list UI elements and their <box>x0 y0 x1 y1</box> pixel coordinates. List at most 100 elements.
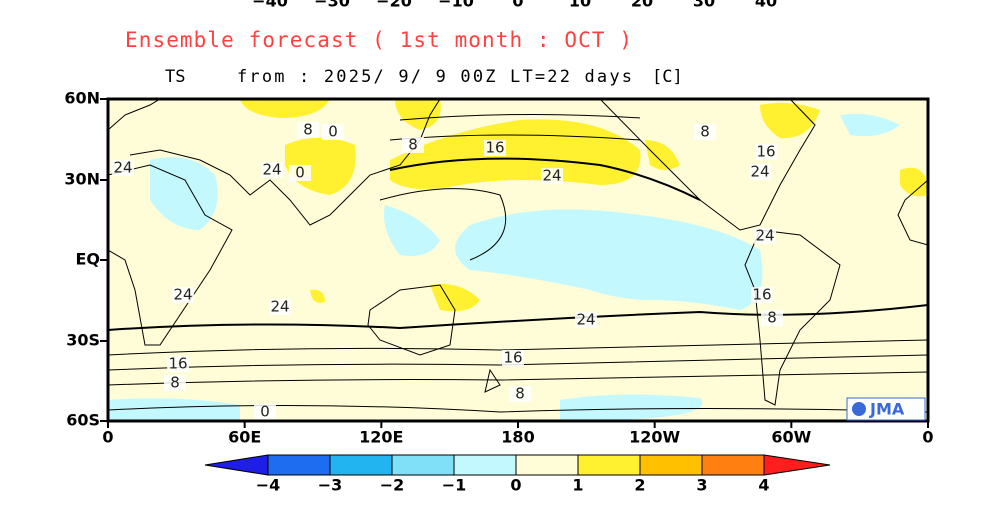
contour-label-bg <box>112 160 134 176</box>
forecast-info: from : 2025/ 9/ 9 00Z LT=22 days <box>237 67 632 87</box>
top-scale-label: −10 <box>438 0 474 11</box>
lat-label: EQ <box>75 250 100 269</box>
contour-label: 16 <box>503 349 522 367</box>
top-scale-label: −40 <box>252 0 288 11</box>
contours <box>108 113 928 386</box>
contour-label: 8 <box>408 136 418 154</box>
contour-label: 0 <box>295 164 305 182</box>
logo-box <box>846 397 926 421</box>
contour-label-bg <box>755 144 777 160</box>
contour-label-bg <box>509 386 531 402</box>
top-scale-label: −30 <box>314 0 350 11</box>
contour-label: 24 <box>113 159 132 177</box>
colorbar-label: −4 <box>256 476 281 495</box>
colorbar-swatch <box>515 454 579 476</box>
colorbar-label: 2 <box>634 476 645 495</box>
contour-label-bg <box>289 165 311 181</box>
contour-label: 24 <box>173 286 192 304</box>
contour-label: 24 <box>262 161 281 179</box>
lon-label: 0 <box>922 428 933 447</box>
contour-label: 8 <box>303 121 313 139</box>
contour-label: 24 <box>542 167 561 185</box>
colorbar-swatch <box>267 454 331 476</box>
contour-label-bg <box>164 375 186 391</box>
anomaly-shading <box>108 99 928 421</box>
colorbar-label: −2 <box>380 476 405 495</box>
colorbar-swatch <box>577 454 641 476</box>
contour-label: 24 <box>270 298 289 316</box>
lon-label: 120E <box>359 428 403 447</box>
top-scale-label: −20 <box>376 0 412 11</box>
colorbar: −4 −3 −2 −1 0 1 2 3 4 <box>204 454 831 495</box>
contour-label: 8 <box>515 385 525 403</box>
contour-label-bg <box>754 228 776 244</box>
coastlines <box>108 99 928 413</box>
contour-label: 16 <box>485 139 504 157</box>
contour-label-bg <box>402 137 424 153</box>
contour-label-bg <box>261 162 283 178</box>
contour-label-bg <box>297 122 319 138</box>
contour-label-bg <box>575 312 597 328</box>
contour-label: 0 <box>260 403 270 421</box>
contour-label-bg <box>694 124 716 140</box>
colorbar-label: 1 <box>572 476 583 495</box>
lat-label: 30S <box>66 331 100 350</box>
lon-label: 180 <box>501 428 534 447</box>
contour-label: 16 <box>168 355 187 373</box>
lat-label: 60S <box>66 411 100 430</box>
contour-label-bg <box>751 287 773 303</box>
logo: JMA <box>869 400 905 419</box>
top-scale-label: 10 <box>569 0 591 11</box>
colorbar-label: 3 <box>696 476 707 495</box>
contour-label: 24 <box>755 227 774 245</box>
contour-label-bg <box>254 404 276 420</box>
contour-label: 16 <box>756 143 775 161</box>
lat-label: 30N <box>64 170 100 189</box>
contour-label-bg <box>484 140 506 156</box>
contour-label: 8 <box>700 123 710 141</box>
variable: TS <box>165 67 185 87</box>
lon-label: 60E <box>228 428 261 447</box>
contour-label-bg <box>761 310 783 326</box>
colorbar-swatch <box>329 454 393 476</box>
colorbar-swatch <box>453 454 517 476</box>
colorbar-swatch <box>701 454 765 476</box>
contour-label-bg <box>322 124 344 140</box>
contour-label-bg <box>749 164 771 180</box>
contour-label: 24 <box>750 163 769 181</box>
unit: [C] <box>652 67 683 87</box>
title: Ensemble forecast ( 1st month : OCT ) <box>125 28 632 52</box>
lon-label: 0 <box>102 428 113 447</box>
colorbar-label: −1 <box>442 476 467 495</box>
colorbar-label: −3 <box>318 476 343 495</box>
top-scale-label: 20 <box>631 0 653 11</box>
contour-label: 24 <box>576 311 595 329</box>
top-scale-label: 0 <box>512 0 523 11</box>
colorbar-label: 4 <box>758 476 769 495</box>
logo-icon <box>852 402 866 416</box>
top-scale-label: 40 <box>755 0 777 11</box>
colorbar-swatch <box>639 454 703 476</box>
colorbar-arrow <box>763 454 831 476</box>
lon-label: 120W <box>629 428 680 447</box>
lat-label: 60N <box>64 89 100 108</box>
contour-label-bg <box>172 287 194 303</box>
contour-label: 8 <box>767 309 777 327</box>
contour-label-bg <box>502 350 524 366</box>
top-scale: −40 −30 −20 −10 0 10 20 30 40 <box>252 0 777 11</box>
colorbar-swatch <box>391 454 455 476</box>
contour-label-bg <box>167 356 189 372</box>
contour-label-bg <box>541 168 563 184</box>
contour-label: 0 <box>328 123 338 141</box>
contour-label: 8 <box>170 374 180 392</box>
contour-label: 16 <box>752 286 771 304</box>
contour-label-bg <box>269 299 291 315</box>
lon-label: 60W <box>771 428 811 447</box>
colorbar-arrow <box>204 454 269 476</box>
colorbar-label: 0 <box>510 476 521 495</box>
top-scale-label: 30 <box>693 0 715 11</box>
